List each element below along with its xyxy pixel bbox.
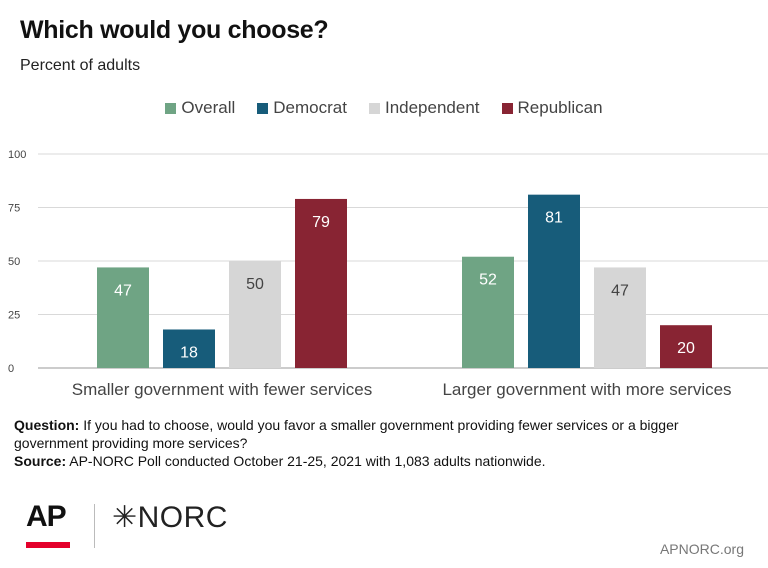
source-note: Source: AP-NORC Poll conducted October 2… (14, 452, 754, 470)
data-label: 47 (114, 282, 132, 299)
legend-item: Republican (501, 98, 603, 118)
bar-chart: 0 25 50 75 100 47 18 50 79 Smaller government wit… (8, 149, 768, 399)
ap-logo-bar (26, 542, 70, 548)
question-label: Question: (14, 417, 80, 433)
legend-label: Overall (181, 98, 236, 117)
data-label: 20 (677, 340, 695, 357)
chart-legend: Overall Democrat Independent Republican (0, 98, 768, 118)
legend-item: Democrat (257, 98, 347, 118)
y-tick-label: 75 (8, 203, 20, 215)
bar (594, 267, 646, 368)
bar (660, 325, 712, 368)
legend-item: Independent (368, 98, 480, 118)
legend-label: Republican (517, 98, 603, 117)
data-label: 52 (479, 272, 497, 289)
y-tick-label: 100 (8, 149, 26, 161)
chart-title: Which would you choose? (20, 16, 329, 44)
source-text: AP-NORC Poll conducted October 21-25, 20… (69, 453, 546, 469)
bar (528, 194, 580, 368)
question-note: Question: If you had to choose, would yo… (14, 416, 754, 452)
legend-swatch (165, 102, 177, 114)
bar (163, 329, 215, 368)
data-label: 18 (180, 344, 198, 361)
legend-label: Independent (384, 98, 480, 117)
data-label: 47 (611, 282, 629, 299)
site-link[interactable]: APNORC.org (659, 541, 744, 557)
y-tick-label: 0 (8, 363, 14, 375)
y-tick-label: 25 (8, 310, 20, 322)
chart-subtitle: Percent of adults (20, 57, 141, 74)
ap-logo: AP (26, 500, 67, 533)
question-text: If you had to choose, would you favor a … (14, 417, 679, 451)
source-label: Source: (14, 453, 67, 469)
legend-item: Overall (165, 98, 235, 118)
legend-swatch (501, 102, 513, 114)
data-label: 50 (246, 276, 264, 293)
bar (295, 198, 347, 368)
bar (229, 261, 281, 368)
logo-divider (94, 504, 95, 548)
category-label: Larger government with more services (442, 380, 731, 399)
y-tick-label: 50 (8, 256, 20, 268)
legend-label: Democrat (273, 98, 347, 117)
norc-logo: ✳NORC (112, 501, 228, 534)
legend-swatch (257, 102, 269, 114)
data-label: 81 (545, 210, 563, 227)
legend-swatch (368, 102, 380, 114)
category-label: Smaller government with fewer services (72, 380, 372, 399)
data-label: 79 (312, 214, 330, 231)
bar (97, 267, 149, 368)
chart-notes: Question: If you had to choose, would yo… (14, 416, 754, 470)
bar (462, 256, 514, 368)
